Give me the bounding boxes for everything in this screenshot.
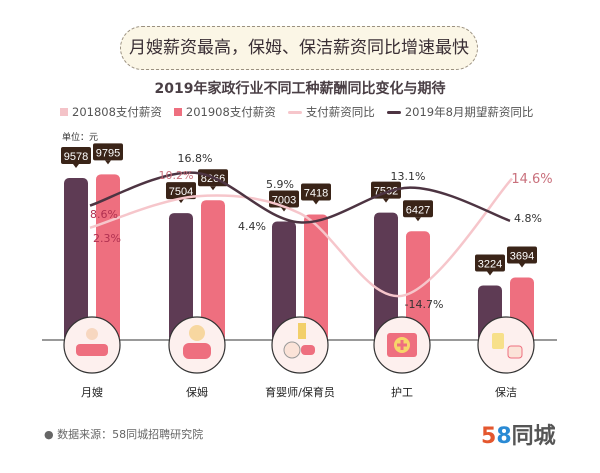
nanny-head xyxy=(189,325,205,341)
data-label: 9578 xyxy=(64,151,88,163)
legend-item: 201808支付薪资 xyxy=(60,104,162,120)
data-label-pointer xyxy=(73,164,79,168)
legend-item: 2019年8月期望薪资同比 xyxy=(386,104,534,120)
data-label: 3694 xyxy=(510,251,534,263)
data-label-box xyxy=(507,246,537,264)
bar xyxy=(406,231,430,342)
data-label: 9795 xyxy=(96,147,120,159)
legend-swatch xyxy=(60,108,68,116)
logo-58tongcheng: 58同城 xyxy=(481,418,556,450)
hand-shape xyxy=(298,323,306,339)
line-label-expected-yoy: 16.8% xyxy=(178,152,213,165)
legend: 201808支付薪资 201908支付薪资 支付薪资同比 2019年8月期望薪资… xyxy=(60,104,533,120)
bar xyxy=(201,200,225,342)
nanny-body xyxy=(183,343,211,359)
data-label-box xyxy=(93,143,123,161)
data-label-pointer xyxy=(178,199,184,204)
data-label-pointer xyxy=(210,186,216,191)
line-label-expected-yoy: 13.1% xyxy=(391,170,426,183)
category-label: 育婴师/保育员 xyxy=(265,385,335,399)
line-label-pay-yoy: -14.7% xyxy=(405,298,444,311)
bathtub-shape xyxy=(76,344,108,356)
data-label-box xyxy=(403,200,433,218)
baby-head xyxy=(86,328,98,340)
legend-label: 支付薪资同比 xyxy=(305,105,375,119)
legend-label: 201908支付薪资 xyxy=(185,105,276,119)
legend-label: 2019年8月期望薪资同比 xyxy=(404,105,534,119)
data-label-box xyxy=(301,183,331,201)
data-label: 7418 xyxy=(304,188,328,200)
data-label-pointer xyxy=(105,160,111,165)
data-label: 3224 xyxy=(478,258,502,270)
category-label: 保洁 xyxy=(495,385,517,399)
data-label-pointer xyxy=(281,207,287,212)
legend-swatch xyxy=(287,110,302,114)
category-label: 护工 xyxy=(391,385,413,399)
bar xyxy=(272,221,296,342)
baby-head xyxy=(283,341,301,359)
line-label-expected-yoy: 4.8% xyxy=(514,212,542,225)
legend-label: 201808支付薪资 xyxy=(72,105,162,119)
chart-title: 2019年家政行业不同工种薪酬同比变化与期待 xyxy=(154,81,446,97)
data-label-pointer xyxy=(383,198,389,203)
line-label-expected-yoy: 8.6% xyxy=(90,208,118,221)
bar xyxy=(64,178,88,342)
hand-shape xyxy=(507,345,523,359)
headline-banner: 月嫂薪资最高，保姆、保洁薪资同比增速最快 xyxy=(120,26,478,70)
logo-5: 5 xyxy=(481,424,497,449)
kit-cross-h xyxy=(397,343,407,347)
bar xyxy=(304,214,328,342)
bar xyxy=(96,174,120,342)
legend-item: 201908支付薪资 xyxy=(173,104,276,120)
logo-text: 同城 xyxy=(511,424,556,449)
data-label-pointer xyxy=(487,271,493,276)
legend-item: 支付薪资同比 xyxy=(287,104,375,120)
category-label: 月嫂 xyxy=(81,386,103,399)
category-label: 保姆 xyxy=(186,385,208,399)
bar xyxy=(169,213,193,342)
data-label-pointer xyxy=(519,263,525,268)
legend-swatch xyxy=(386,110,401,114)
line-label-pay-yoy: 14.6% xyxy=(511,172,552,187)
cleaning-hands-icon xyxy=(477,316,535,374)
data-label: 6427 xyxy=(406,204,430,216)
line-label-pay-yoy: 10.2% xyxy=(159,169,194,182)
unit-label: 单位：元 xyxy=(62,133,99,143)
data-label-box xyxy=(61,147,91,164)
line-label-expected-yoy: 4.4% xyxy=(238,220,266,233)
source-text: 数据来源：58同城招聘研究院 xyxy=(57,428,204,441)
baby-body xyxy=(301,345,315,355)
logo-8: 8 xyxy=(496,424,512,449)
data-source: ● 数据来源：58同城招聘研究院 xyxy=(44,428,204,441)
data-label-box xyxy=(166,182,196,200)
baby-crawling-icon xyxy=(271,316,329,374)
soap-bottle xyxy=(492,333,504,349)
data-label-pointer xyxy=(415,217,421,222)
legend-swatch xyxy=(173,108,182,116)
data-label: 7504 xyxy=(169,186,193,198)
bar xyxy=(374,212,398,342)
line-label-pay-yoy: 2.3% xyxy=(93,232,121,245)
line-label-pay-yoy: 5.9% xyxy=(266,178,294,191)
data-label-box xyxy=(475,254,505,272)
line-expected-yoy xyxy=(89,171,511,224)
data-label-pointer xyxy=(313,200,319,205)
